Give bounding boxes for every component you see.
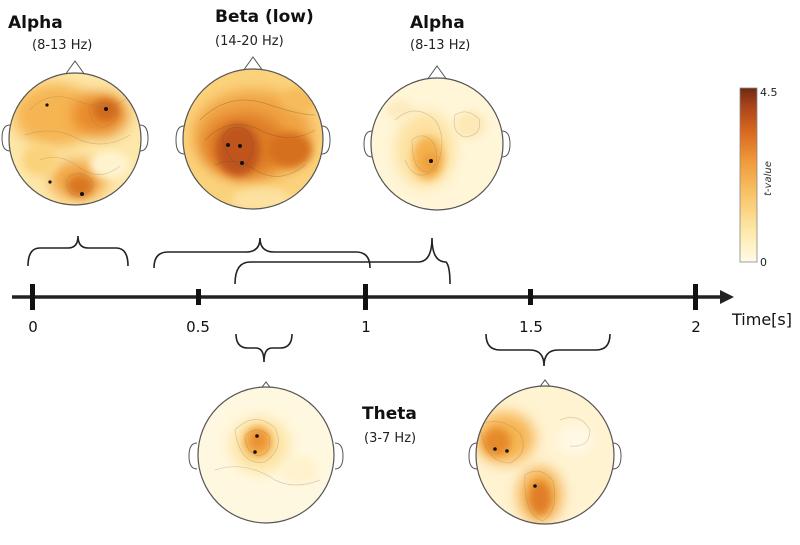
band-range: (8-13 Hz) xyxy=(32,38,92,53)
electrode-dot xyxy=(240,161,244,165)
topomap-theta-2 xyxy=(468,379,622,525)
ear-right xyxy=(139,124,149,152)
band-range: (8-13 Hz) xyxy=(410,38,470,53)
brace-alpha-1 xyxy=(27,235,129,267)
ear-left xyxy=(363,130,373,158)
electrode-dot xyxy=(226,143,230,147)
brace-theta-2 xyxy=(485,333,611,367)
electrode-dot xyxy=(505,449,509,453)
tick-mark-1-5 xyxy=(528,289,533,305)
brace-theta-1 xyxy=(235,333,293,363)
electrode-dot xyxy=(48,180,52,184)
colorbar: 4.5 0 t-value xyxy=(739,86,778,269)
tick-mark-0-5 xyxy=(196,289,201,305)
brace-beta-low xyxy=(153,237,371,269)
braces-lower xyxy=(235,333,611,367)
tick-label-0: 0 xyxy=(28,318,38,336)
ear-left xyxy=(468,442,478,470)
band-range: (3-7 Hz) xyxy=(364,431,416,446)
braces-upper xyxy=(27,235,451,285)
axis-label: Time[s] xyxy=(731,310,792,329)
ear-right xyxy=(501,130,511,158)
tick-label-1: 1 xyxy=(361,318,371,336)
electrode-dot xyxy=(80,192,84,196)
tick-mark-1 xyxy=(363,284,368,310)
ear-right xyxy=(612,442,622,470)
brace-alpha-2 xyxy=(234,237,451,285)
band-title: Beta (low) xyxy=(215,7,314,27)
band-title: Alpha xyxy=(410,13,465,33)
colorbar-title: t-value xyxy=(763,161,774,196)
head-outline xyxy=(197,386,335,524)
tick-label-2: 2 xyxy=(691,318,701,336)
electrode-dot xyxy=(45,103,49,107)
colorbar-gradient xyxy=(739,87,758,263)
band-title: Theta xyxy=(362,404,417,424)
colorbar-max-label: 4.5 xyxy=(760,86,778,99)
timeline-axis: 0 0.5 1 1.5 2 Time[s] xyxy=(12,284,792,336)
head-outline xyxy=(8,72,142,206)
head-outline xyxy=(475,385,615,525)
electrode-dot xyxy=(493,447,497,451)
electrode-dot xyxy=(533,484,537,488)
ear-right xyxy=(334,442,344,470)
electrode-dot xyxy=(429,159,433,163)
band-title: Alpha xyxy=(8,13,63,33)
band-label-theta: Theta (3-7 Hz) xyxy=(362,404,417,446)
band-label-alpha-1: Alpha (8-13 Hz) xyxy=(8,13,92,53)
topomap-alpha-1 xyxy=(1,60,149,206)
band-label-beta-low: Beta (low) (14-20 Hz) xyxy=(215,7,314,49)
ear-right xyxy=(321,125,331,155)
topomap-theta-1 xyxy=(188,381,344,524)
head-outline xyxy=(370,77,504,211)
tick-mark-0 xyxy=(30,284,35,310)
topomap-alpha-2 xyxy=(363,65,511,211)
axis-arrow-icon xyxy=(720,290,734,304)
electrode-dot xyxy=(238,144,242,148)
band-label-alpha-2: Alpha (8-13 Hz) xyxy=(410,13,470,53)
colorbar-min-label: 0 xyxy=(760,256,767,269)
band-range: (14-20 Hz) xyxy=(215,34,284,49)
tick-label-1-5: 1.5 xyxy=(519,318,543,336)
tick-label-0-5: 0.5 xyxy=(186,318,210,336)
ear-left xyxy=(1,124,11,152)
electrode-dot xyxy=(253,450,257,454)
electrode-dot xyxy=(255,434,259,438)
electrode-dot xyxy=(104,107,108,111)
head-outline xyxy=(182,68,324,210)
ear-left xyxy=(175,125,185,155)
tick-mark-2 xyxy=(693,284,698,310)
ear-left xyxy=(188,442,198,470)
topomap-beta-low xyxy=(175,56,331,210)
